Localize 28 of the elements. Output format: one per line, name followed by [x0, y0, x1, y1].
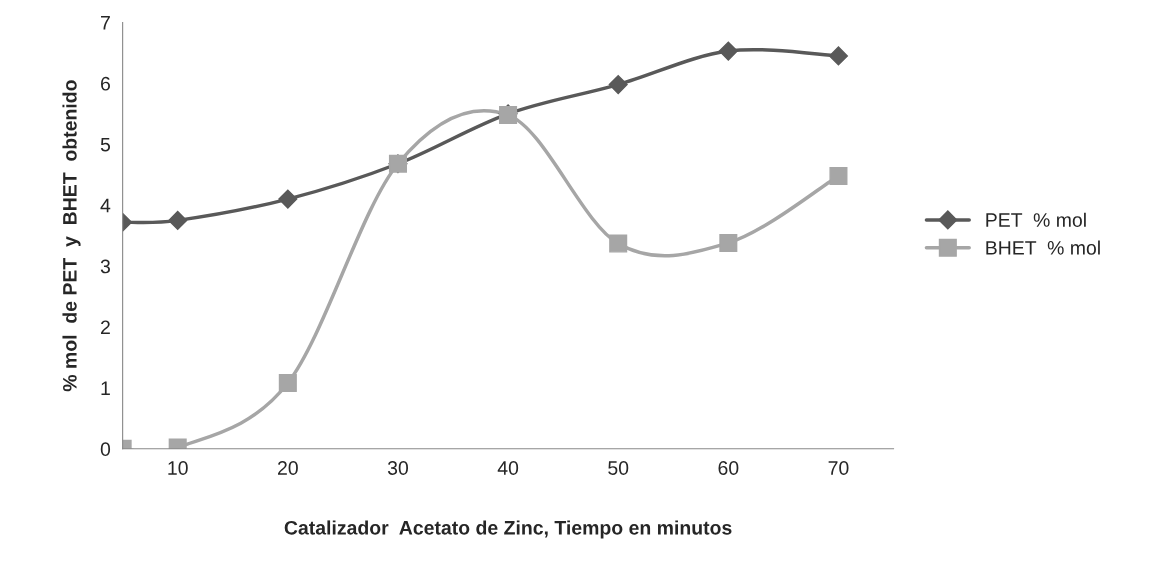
point [719, 233, 738, 252]
legend-label: BHET % mol [986, 240, 1100, 255]
point [609, 234, 628, 253]
point [829, 166, 848, 185]
y-tick-label: 2 [101, 320, 110, 335]
point [828, 46, 848, 66]
point [608, 75, 628, 95]
y-tick-label: 7 [101, 16, 110, 30]
x-axis-title: Catalizador Acetato de Zinc, Tiempo en minutos [284, 520, 732, 539]
x-tick-label: 30 [387, 461, 409, 475]
y-tick-label: 4 [100, 198, 111, 213]
legend-label: PET % mol [986, 212, 1086, 227]
y-axis-title: % mol de PET y BHET obtenido [62, 80, 81, 392]
point [278, 189, 298, 209]
point [718, 41, 738, 61]
x-tick-label: 70 [828, 461, 849, 475]
x-tick-label: 20 [277, 461, 298, 475]
x-tick-label: 10 [168, 461, 188, 475]
point [278, 373, 297, 393]
x-tick-label: 50 [608, 461, 629, 475]
y-tick-label: 6 [101, 76, 110, 91]
y-tick-label: 1 [101, 381, 110, 395]
x-tick-label: 60 [718, 461, 739, 475]
y-tick-label: 3 [100, 259, 110, 274]
point [168, 210, 188, 230]
y-tick-label: 5 [100, 137, 111, 152]
y-tick-label: 0 [100, 442, 111, 457]
x-tick-label: 40 [497, 461, 519, 475]
